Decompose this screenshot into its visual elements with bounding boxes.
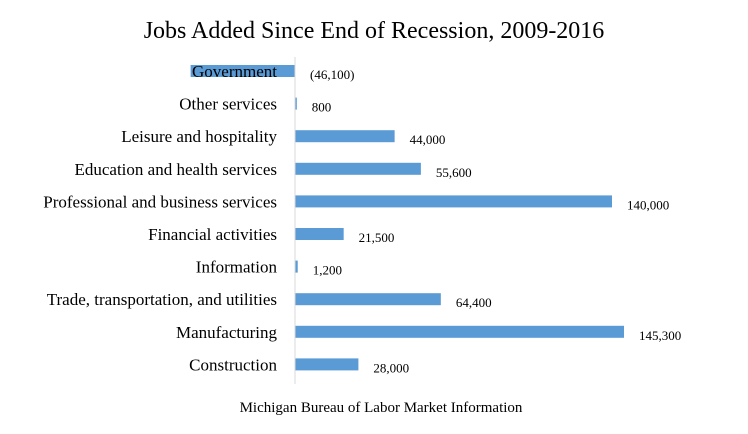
category-label-financial-activities: Financial activities	[148, 225, 277, 244]
bars-group	[190, 65, 624, 371]
category-label-trade-transportation-and-utilities: Trade, transportation, and utilities	[47, 290, 277, 309]
data-label-government: (46,100)	[310, 67, 354, 82]
data-label-professional-and-business-services: 140,000	[627, 197, 669, 212]
data-label-trade-transportation-and-utilities: 64,400	[456, 295, 492, 310]
bar-government	[190, 65, 295, 77]
category-label-information: Information	[196, 258, 278, 277]
bar-construction	[295, 358, 359, 371]
data-label-construction: 28,000	[373, 360, 409, 375]
chart-title: Jobs Added Since End of Recession, 2009-…	[144, 18, 605, 44]
data-label-leisure-and-hospitality: 44,000	[410, 132, 446, 147]
category-label-manufacturing: Manufacturing	[176, 323, 278, 342]
data-label-other-services: 800	[312, 100, 332, 115]
category-label-other-services: Other services	[179, 95, 277, 114]
bar-education-and-health-services	[295, 162, 421, 175]
bar-professional-and-business-services	[295, 195, 612, 208]
bar-financial-activities	[295, 228, 344, 240]
bar-information	[295, 260, 298, 273]
bar-manufacturing	[295, 325, 624, 338]
data-label-education-and-health-services: 55,600	[436, 165, 472, 180]
category-label-government: Government	[192, 62, 277, 81]
data-label-financial-activities: 21,500	[359, 230, 395, 245]
bar-leisure-and-hospitality	[295, 130, 395, 143]
data-labels-group: (46,100) 800 44,000 55,600 140,000 21,500 1,20…	[310, 67, 681, 375]
category-label-leisure-and-hospitality: Leisure and hospitality	[121, 127, 277, 146]
chart-source-note: Michigan Bureau of Labor Market Informat…	[240, 400, 523, 416]
category-labels-group: Government Other services Leisure and hosp…	[43, 62, 277, 374]
data-label-information: 1,200	[313, 263, 342, 278]
category-label-construction: Construction	[189, 355, 277, 374]
data-label-manufacturing: 145,300	[639, 328, 681, 343]
category-label-professional-and-business-services: Professional and business services	[43, 192, 277, 211]
category-label-education-and-health-services: Education and health services	[74, 160, 277, 179]
bar-other-services	[295, 97, 297, 110]
bar-trade-transportation-and-utilities	[295, 293, 441, 306]
